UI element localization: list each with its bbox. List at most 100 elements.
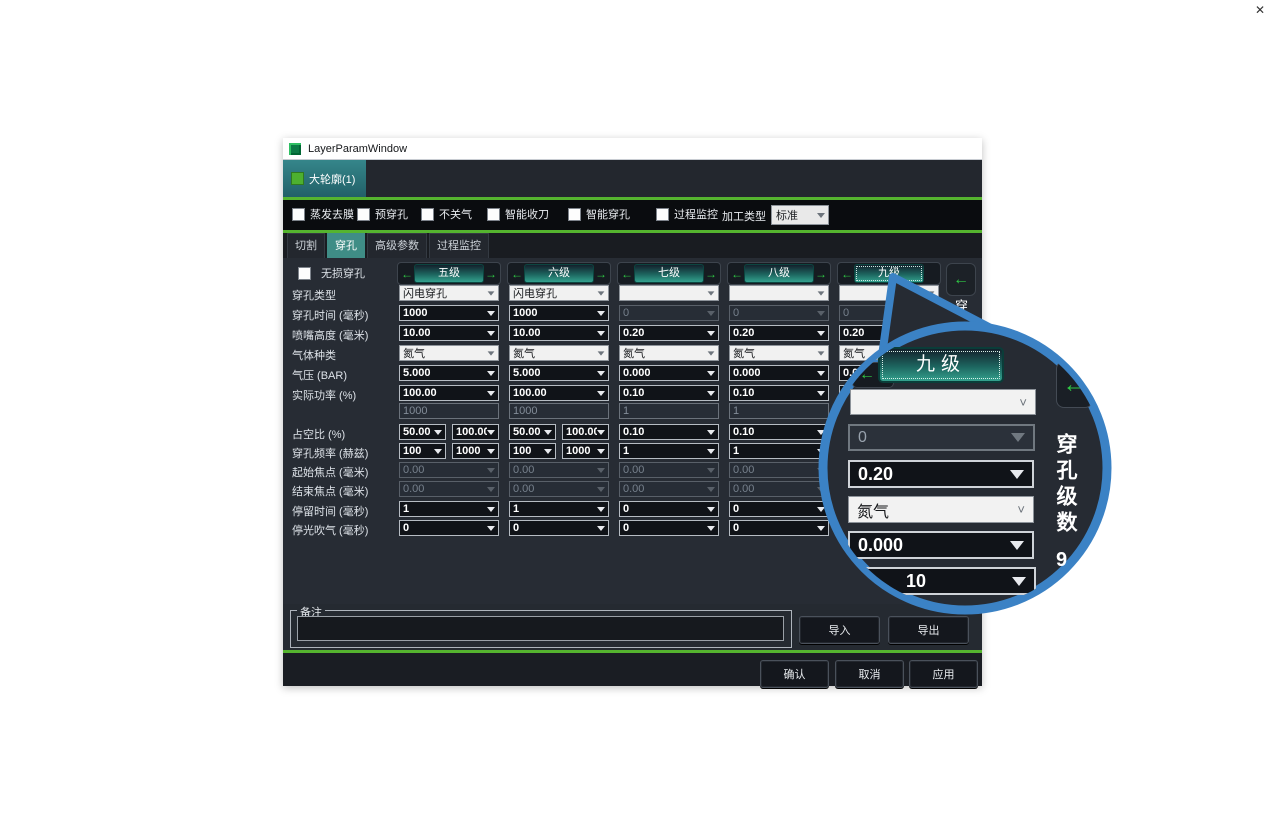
param-dropdown[interactable]: 0 [839, 520, 939, 536]
right-arrow-icon[interactable]: → [595, 266, 607, 281]
param-dropdown[interactable]: 0.20 [839, 325, 939, 341]
level-button[interactable]: 七级 [634, 264, 704, 283]
param-value: 闪电穿孔 [513, 288, 557, 300]
checkbox-keep-gas[interactable]: 不关气 [421, 207, 472, 221]
param-dropdown[interactable]: 1000 [562, 443, 609, 459]
param-dropdown[interactable]: 1000 [452, 443, 499, 459]
close-icon[interactable]: ✕ [1254, 3, 1265, 17]
param-dropdown[interactable]: 100.00 [562, 424, 609, 440]
export-button[interactable]: 导出 [888, 616, 969, 644]
level-button[interactable]: 八级 [744, 264, 814, 283]
left-arrow-icon[interactable]: ← [841, 266, 853, 281]
right-arrow-icon[interactable]: → [485, 266, 497, 281]
param-dropdown-light[interactable]: 闪电穿孔 [509, 285, 609, 301]
param-dropdown[interactable]: 0.20 [619, 325, 719, 341]
param-dropdown[interactable]: 50.00 [399, 424, 446, 440]
checkbox-pre-pierce[interactable]: 预穿孔 [357, 207, 408, 221]
param-dropdown[interactable]: 0.20 [729, 325, 829, 341]
left-arrow-icon: ← [1062, 370, 1087, 398]
checkbox-icon[interactable] [298, 266, 311, 280]
param-dropdown[interactable]: 0.10 [619, 424, 719, 440]
checkbox-smart-pierce[interactable]: 智能穿孔 [568, 207, 630, 221]
param-dropdown[interactable]: 0 [729, 520, 829, 536]
param-dropdown-light[interactable] [619, 285, 719, 301]
layer-tab[interactable]: 大轮廓(1) [283, 160, 366, 197]
param-dropdown-light[interactable]: 氮气 [839, 345, 939, 361]
level-button[interactable]: 五级 [414, 264, 484, 283]
param-dropdown[interactable]: 100 [509, 443, 556, 459]
param-dropdown-light[interactable]: 闪电穿孔 [399, 285, 499, 301]
param-dropdown-light[interactable]: 氮气 [619, 345, 719, 361]
param-dropdown[interactable]: 100.00 [399, 385, 499, 401]
checkbox-process-monitor[interactable]: 过程监控 [656, 207, 718, 221]
param-dropdown[interactable]: 5.000 [399, 365, 499, 381]
checkbox-icon[interactable] [568, 207, 581, 221]
param-dropdown[interactable]: 0.10 [729, 385, 829, 401]
param-dropdown[interactable]: 0.000 [729, 365, 829, 381]
import-button[interactable]: 导入 [799, 616, 880, 644]
param-dropdown[interactable]: 0.000 [839, 365, 939, 381]
param-dropdown[interactable]: 0 [729, 501, 829, 517]
param-dropdown[interactable]: 0 [399, 520, 499, 536]
checkbox-icon[interactable] [292, 207, 305, 221]
right-arrow-icon[interactable]: → [815, 266, 827, 281]
param-value: 0.00 [733, 464, 755, 476]
checkbox-smart-retract[interactable]: 智能收刀 [487, 207, 549, 221]
param-dropdown[interactable]: 1000 [399, 305, 499, 321]
process-type-dropdown[interactable]: 标准 [771, 205, 829, 225]
tab-monitor[interactable]: 过程监控 [429, 233, 489, 258]
checkbox-icon[interactable] [421, 207, 434, 221]
checkbox-icon[interactable] [487, 207, 500, 221]
param-dropdown[interactable]: 5.000 [509, 365, 609, 381]
param-dropdown[interactable]: 0.10 [729, 424, 829, 440]
param-dropdown[interactable]: 0.10 [839, 385, 939, 401]
param-dropdown[interactable]: 100 [399, 443, 446, 459]
param-dropdown[interactable]: 0 [509, 520, 609, 536]
param-dropdown-light[interactable] [839, 285, 939, 301]
param-dropdown[interactable]: 0 [619, 520, 719, 536]
tab-advanced[interactable]: 高级参数 [367, 233, 427, 258]
param-dropdown[interactable]: 50.00 [509, 424, 556, 440]
remarks-input[interactable] [297, 616, 784, 641]
checkbox-evaporate-film[interactable]: 蒸发去膜 [292, 207, 354, 221]
param-dropdown[interactable]: 1 [399, 501, 499, 517]
param-dropdown[interactable]: 100.00 [452, 424, 499, 440]
param-dropdown-light[interactable]: 氮气 [399, 345, 499, 361]
param-dropdown[interactable]: 1 [729, 443, 829, 459]
param-dropdown[interactable]: 0.10 [839, 424, 939, 440]
confirm-button[interactable]: 确认 [760, 660, 829, 688]
param-dropdown[interactable]: 1 [509, 501, 609, 517]
param-dropdown[interactable]: 10.00 [509, 325, 609, 341]
checkbox-icon[interactable] [357, 207, 370, 221]
apply-button[interactable]: 应用 [909, 660, 978, 688]
tab-cut[interactable]: 切割 [287, 233, 325, 258]
left-arrow-icon[interactable]: ← [401, 266, 413, 281]
param-dropdown[interactable]: 1000 [509, 305, 609, 321]
left-arrow-icon[interactable]: ← [621, 266, 633, 281]
param-dropdown[interactable]: 0 [839, 501, 939, 517]
param-dropdown[interactable]: 100.00 [509, 385, 609, 401]
process-type-label: 加工类型 [722, 211, 766, 223]
param-dropdown[interactable]: 10.00 [399, 325, 499, 341]
left-arrow-icon[interactable]: ← [511, 266, 523, 281]
param-dropdown-light[interactable]: 氮气 [729, 345, 829, 361]
level-button[interactable]: 六级 [524, 264, 594, 283]
param-dropdown[interactable]: 0.000 [619, 365, 719, 381]
param-dropdown[interactable]: 0 [619, 501, 719, 517]
tab-pierce[interactable]: 穿孔 [327, 233, 365, 258]
param-dropdown[interactable]: 1 [619, 443, 719, 459]
param-dropdown-light[interactable]: 氮气 [509, 345, 609, 361]
cancel-button[interactable]: 取消 [835, 660, 904, 688]
param-dropdown-light[interactable] [729, 285, 829, 301]
side-back-button[interactable]: ← [946, 263, 976, 296]
dropdown-arrow-icon [487, 350, 495, 356]
left-arrow-icon[interactable]: ← [731, 266, 743, 281]
right-arrow-icon[interactable]: → [705, 266, 717, 281]
param-dropdown[interactable]: 1 [839, 443, 939, 459]
dropdown-arrow-icon [434, 429, 442, 435]
param-dropdown: 0.00 [839, 462, 939, 478]
param-dropdown[interactable]: 0.10 [619, 385, 719, 401]
lossless-pierce-checkbox[interactable]: 无损穿孔 [293, 265, 365, 281]
checkbox-icon[interactable] [656, 207, 669, 221]
level-button[interactable]: 九级 [854, 264, 924, 283]
